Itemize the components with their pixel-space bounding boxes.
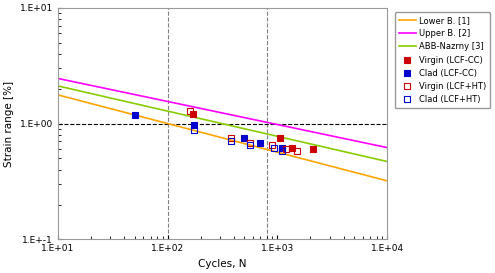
Lower B. [1] (384, 179, 390, 183)
Virgin (LCF+HT) (228, 136, 234, 140)
Clad (LCF+HT) (192, 128, 198, 132)
ABB-Nazrny [3] (95, 93, 100, 97)
Upper B. [2] (384, 146, 390, 149)
Virgin (LCF+HT) (269, 144, 275, 147)
Virgin (LCF+HT) (247, 141, 253, 145)
Virgin (LCF+HT) (294, 149, 300, 153)
Upper B. [2] (55, 77, 61, 80)
ABB-Nazrny [3] (293, 139, 298, 142)
Line: Lower B. [1]: Lower B. [1] (58, 95, 387, 181)
Upper B. [2] (262, 120, 268, 124)
Lower B. [1] (185, 127, 191, 130)
ABB-Nazrny [3] (162, 109, 168, 112)
Clad (LCF+HT) (279, 149, 285, 153)
Upper B. [2] (295, 127, 300, 130)
Upper B. [2] (185, 104, 191, 108)
Clad (LCF-CC) (192, 123, 198, 127)
Clad (LCF-CC) (279, 146, 285, 149)
Virgin (LCF-CC) (289, 146, 295, 149)
Line: ABB-Nazrny [3]: ABB-Nazrny [3] (58, 86, 387, 162)
Legend: Lower B. [1], Upper B. [2], ABB-Nazrny [3], Virgin (LCF-CC), Clad (LCF-CC), Virg: Lower B. [1], Upper B. [2], ABB-Nazrny [… (395, 12, 490, 108)
Clad (LCF-CC) (257, 141, 263, 145)
Line: Clad (LCF+HT): Clad (LCF+HT) (191, 127, 285, 154)
ABB-Nazrny [3] (262, 132, 268, 135)
ABB-Nazrny [3] (55, 84, 61, 88)
ABB-Nazrny [3] (384, 160, 390, 163)
Y-axis label: Strain range [%]: Strain range [%] (4, 81, 14, 167)
Line: Upper B. [2]: Upper B. [2] (58, 78, 387, 148)
Clad (LCF-CC) (132, 114, 138, 117)
Clad (LCF-CC) (242, 136, 248, 140)
Upper B. [2] (95, 85, 100, 88)
Upper B. [2] (293, 127, 298, 130)
Virgin (LCF+HT) (187, 109, 193, 113)
Line: Virgin (LCF+HT): Virgin (LCF+HT) (187, 108, 300, 154)
Lower B. [1] (293, 155, 298, 159)
Upper B. [2] (162, 99, 168, 103)
Clad (LCF+HT) (272, 147, 278, 150)
Clad (LCF+HT) (247, 144, 253, 147)
Line: Clad (LCF-CC): Clad (LCF-CC) (132, 112, 285, 151)
Virgin (LCF+HT) (283, 148, 289, 151)
Virgin (LCF-CC) (277, 136, 283, 140)
Virgin (LCF-CC) (310, 148, 316, 151)
Lower B. [1] (95, 103, 100, 107)
Virgin (LCF-CC) (190, 112, 196, 115)
ABB-Nazrny [3] (185, 114, 191, 117)
Lower B. [1] (295, 156, 300, 159)
Clad (LCF+HT) (228, 140, 234, 143)
X-axis label: Cycles, N: Cycles, N (198, 259, 247, 269)
Line: Virgin (LCF-CC): Virgin (LCF-CC) (190, 110, 316, 152)
Lower B. [1] (262, 147, 268, 151)
Lower B. [1] (55, 93, 61, 97)
Lower B. [1] (162, 121, 168, 124)
ABB-Nazrny [3] (295, 139, 300, 143)
